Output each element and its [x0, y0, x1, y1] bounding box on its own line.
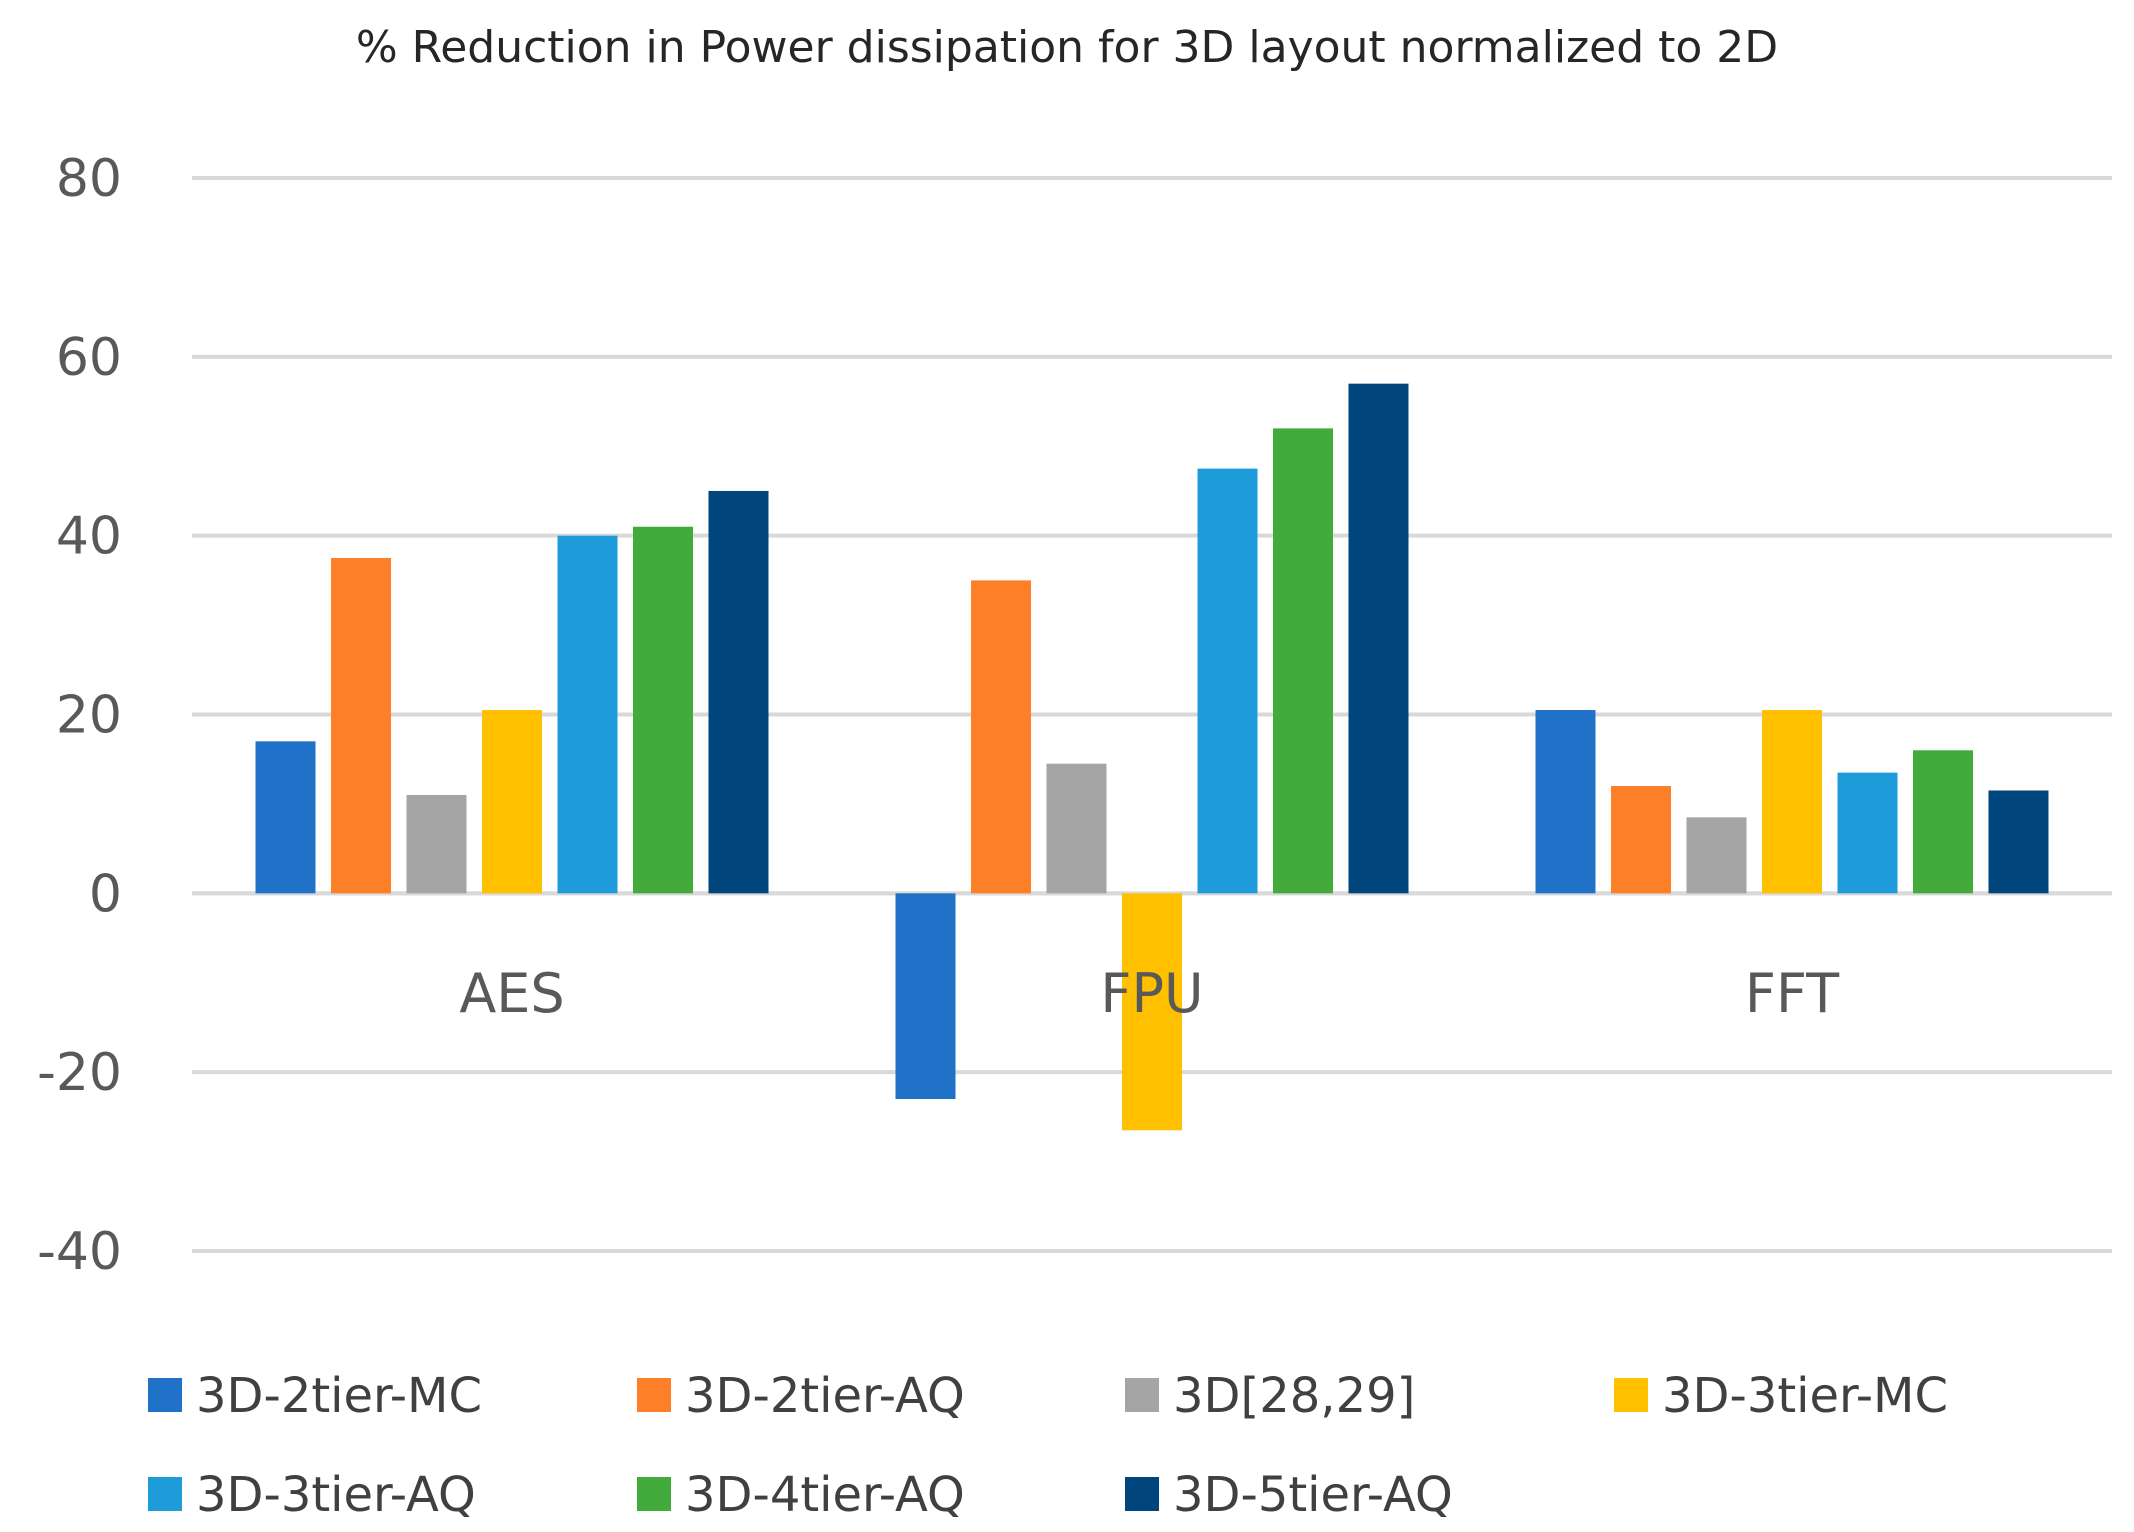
y-axis-ticks: 80 60 40 20 0 -20 -40 [37, 149, 122, 1282]
legend-label: 3D-5tier-AQ [1173, 1467, 1453, 1523]
bar [406, 794, 467, 894]
bar [1348, 383, 1409, 894]
bar [1988, 790, 2049, 894]
bar [633, 526, 693, 894]
legend-label: 3D-3tier-AQ [196, 1467, 476, 1523]
bar [1535, 710, 1596, 894]
legend-label: 3D-2tier-MC [196, 1368, 482, 1424]
x-axis-labels: AES FPU FFT [459, 962, 1840, 1025]
x-tick-label: FFT [1745, 962, 1840, 1025]
x-tick-label: AES [459, 962, 564, 1025]
y-tick-label: 0 [89, 864, 122, 924]
legend-label: 3D-2tier-AQ [685, 1368, 965, 1424]
bar [708, 490, 769, 894]
bar [1762, 710, 1822, 894]
bar [1837, 772, 1898, 894]
legend-swatch [637, 1477, 671, 1511]
y-tick-label: -20 [37, 1043, 122, 1103]
legend-swatch [148, 1378, 182, 1412]
bar [1122, 893, 1182, 1131]
legend-label: 3D[28,29] [1173, 1368, 1415, 1424]
y-tick-label: -40 [37, 1222, 122, 1282]
bar [255, 741, 316, 894]
legend-swatch [1614, 1378, 1648, 1412]
y-tick-label: 40 [56, 507, 122, 567]
bar [1686, 817, 1747, 894]
y-tick-label: 20 [56, 686, 122, 746]
legend-swatch [148, 1477, 182, 1511]
bar [482, 710, 542, 894]
legend-swatch [1125, 1378, 1159, 1412]
legend-label: 3D-4tier-AQ [685, 1467, 965, 1523]
bar [557, 535, 618, 894]
legend-swatch [1125, 1477, 1159, 1511]
chart-title: % Reduction in Power dissipation for 3D … [355, 22, 1779, 73]
legend-swatch [637, 1378, 671, 1412]
x-tick-label: FPU [1100, 962, 1203, 1025]
bar [331, 558, 391, 894]
legend-label: 3D-3tier-MC [1662, 1368, 1948, 1424]
bar [895, 893, 956, 1099]
bar [1611, 786, 1671, 894]
bar [1273, 428, 1333, 894]
bars [255, 383, 2049, 1131]
y-tick-label: 60 [56, 328, 122, 388]
bar [1197, 468, 1258, 894]
bar [1046, 763, 1107, 894]
bar [971, 580, 1031, 894]
bar [1913, 750, 1973, 894]
y-tick-label: 80 [56, 149, 122, 209]
legend: 3D-2tier-MC 3D-2tier-AQ 3D[28,29] 3D-3tier-… [148, 1368, 1948, 1523]
